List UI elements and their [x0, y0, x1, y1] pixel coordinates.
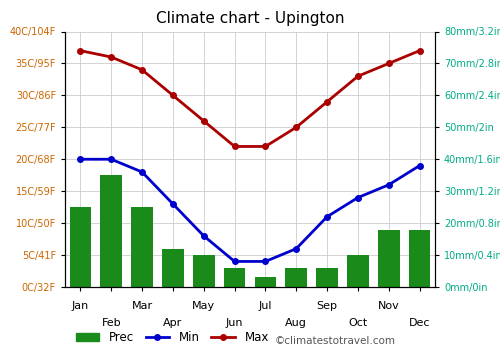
Text: Dec: Dec — [409, 317, 430, 328]
Bar — [132, 207, 153, 287]
Text: Sep: Sep — [316, 301, 338, 311]
Bar — [100, 175, 122, 287]
Bar — [162, 248, 184, 287]
Text: Oct: Oct — [348, 317, 368, 328]
Title: Climate chart - Upington: Climate chart - Upington — [156, 11, 344, 26]
Bar — [286, 268, 307, 287]
Text: Jun: Jun — [226, 317, 244, 328]
Text: Mar: Mar — [132, 301, 152, 311]
Text: Nov: Nov — [378, 301, 400, 311]
Bar — [254, 278, 276, 287]
Text: Aug: Aug — [286, 317, 307, 328]
Text: May: May — [192, 301, 216, 311]
Text: Feb: Feb — [102, 317, 121, 328]
Bar — [347, 255, 368, 287]
Text: Jul: Jul — [258, 301, 272, 311]
Legend: Prec, Min, Max: Prec, Min, Max — [71, 326, 274, 349]
Bar — [316, 268, 338, 287]
Bar — [70, 207, 91, 287]
Text: Jan: Jan — [72, 301, 89, 311]
Bar — [224, 268, 246, 287]
Text: ©climatestotravel.com: ©climatestotravel.com — [275, 336, 396, 346]
Bar — [193, 255, 214, 287]
Text: Apr: Apr — [164, 317, 182, 328]
Bar — [378, 230, 400, 287]
Bar — [409, 230, 430, 287]
